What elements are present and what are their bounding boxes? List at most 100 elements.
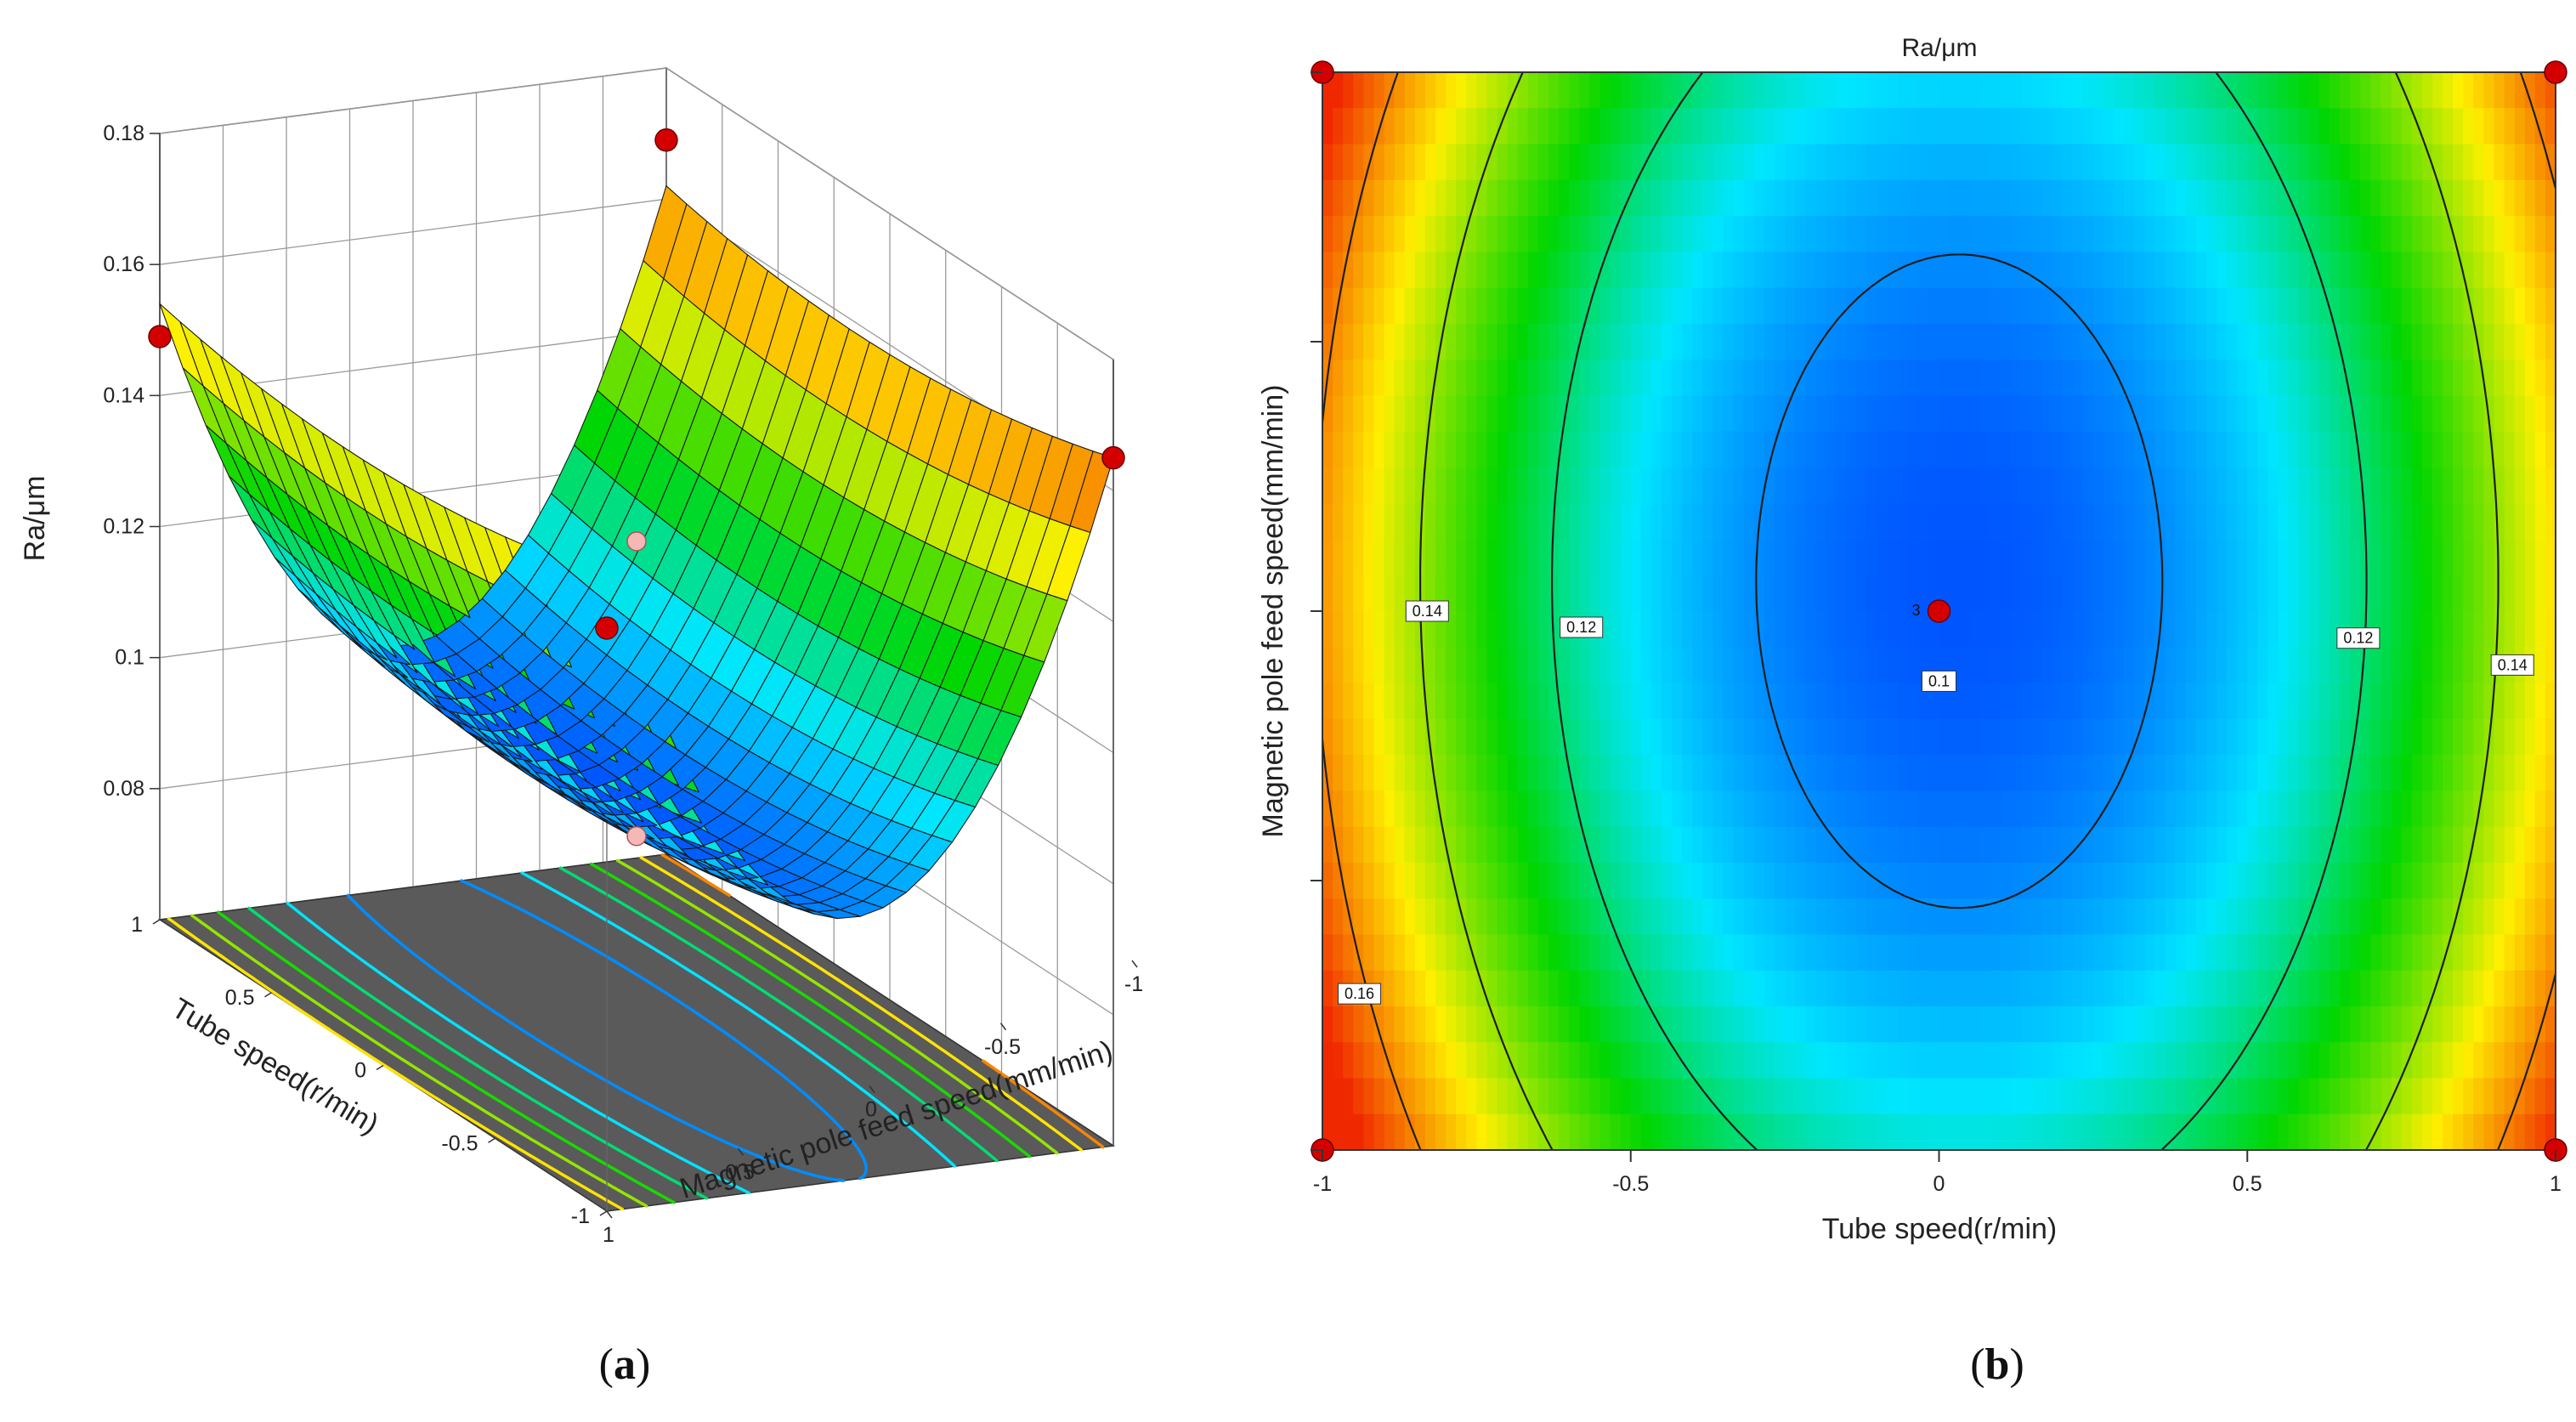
heatmap-cell (1990, 1042, 2001, 1079)
heatmap-cell (1446, 360, 1457, 397)
heatmap-cell (1733, 252, 1745, 289)
heatmap-cell (1815, 1006, 1827, 1043)
heatmap-cell (2463, 323, 2475, 360)
heatmap-cell (2421, 790, 2433, 828)
heatmap-cell (1424, 790, 1436, 828)
heatmap-cell (2308, 360, 2320, 397)
heatmap-cell (2453, 431, 2464, 468)
heatmap-cell (1466, 647, 1478, 684)
heatmap-cell (1702, 898, 1714, 936)
heatmap-cell (1424, 898, 1436, 936)
heatmap-cell (2514, 898, 2526, 936)
heatmap-cell (1424, 467, 1436, 504)
heatmap-cell (2103, 970, 2115, 1007)
heatmap-cell (1363, 575, 1375, 612)
heatmap-cell (2175, 647, 2187, 684)
heatmap-cell (1785, 1113, 1797, 1150)
heatmap-cell (2329, 575, 2341, 612)
heatmap-cell (2267, 970, 2279, 1007)
heatmap-cell (1723, 755, 1735, 792)
heatmap-cell (2216, 1078, 2228, 1115)
heatmap-cell (1713, 179, 1724, 217)
heatmap-cell (1877, 611, 1888, 649)
heatmap-cell (2092, 1113, 2104, 1150)
heatmap-cell (2011, 72, 2023, 110)
heatmap-cell (1949, 718, 1961, 756)
heatmap-cell (1497, 1113, 1509, 1150)
heatmap-cell (2463, 1042, 2475, 1079)
heatmap-cell (2370, 898, 2382, 936)
heatmap-cell (1394, 431, 1406, 468)
heatmap-cell (2031, 144, 2043, 181)
heatmap-cell (1640, 1113, 1652, 1150)
heatmap-cell (1589, 216, 1601, 253)
heatmap-cell (2114, 467, 2125, 504)
heatmap-cell (1466, 898, 1478, 936)
heatmap-cell (2114, 970, 2125, 1007)
heatmap-cell (1949, 1042, 1961, 1079)
heatmap-cell (1826, 611, 1837, 649)
heatmap-cell (1682, 395, 1694, 433)
heatmap-cell (2124, 1078, 2136, 1115)
heatmap-cell (2504, 395, 2516, 433)
heatmap-cell (1805, 395, 1817, 433)
heatmap-cell (2504, 1078, 2516, 1115)
heatmap-cell (1815, 826, 1827, 864)
heatmap-cell (1815, 287, 1827, 325)
heatmap-cell (2205, 647, 2217, 684)
heatmap-cell (2545, 144, 2556, 181)
heatmap-cell (2154, 1042, 2166, 1079)
heatmap-cell (1497, 898, 1509, 936)
heatmap-cell (2011, 934, 2023, 972)
heatmap-cell (1579, 1006, 1591, 1043)
heatmap-cell (1384, 216, 1396, 253)
heatmap-cell (1537, 287, 1549, 325)
heatmap-cell (1394, 790, 1406, 828)
heatmap-cell (1620, 287, 1632, 325)
x-tick-label: 0 (354, 1059, 366, 1083)
heatmap-cell (1486, 360, 1498, 397)
heatmap-cell (2165, 179, 2177, 217)
heatmap-cell (1979, 1006, 1991, 1043)
heatmap-cell (2237, 862, 2249, 899)
heatmap-cell (1579, 575, 1591, 612)
heatmap-cell (2205, 216, 2217, 253)
heatmap-cell (2534, 1078, 2546, 1115)
heatmap-cell (2257, 862, 2269, 899)
heatmap-cell (1877, 467, 1888, 504)
heatmap-cell (2524, 683, 2536, 720)
heatmap-cell (2278, 431, 2290, 468)
heatmap-cell (2257, 970, 2269, 1007)
heatmap-cell (2257, 144, 2269, 181)
heatmap-cell (1949, 431, 1961, 468)
heatmap-cell (1682, 431, 1694, 468)
heatmap-cell (2298, 179, 2310, 217)
heatmap-cell (1446, 1042, 1457, 1079)
heatmap-cell (2205, 323, 2217, 360)
heatmap-cell (2453, 216, 2464, 253)
heatmap-cell (2011, 826, 2023, 864)
heatmap-cell (2124, 360, 2136, 397)
heatmap-cell (1640, 647, 1652, 684)
heatmap-cell (1785, 252, 1797, 289)
heatmap-cell (1569, 395, 1581, 433)
heatmap-cell (2534, 755, 2546, 792)
heatmap-cell (1733, 216, 1745, 253)
heatmap-cell (2021, 1006, 2033, 1043)
heatmap-cell (2124, 431, 2136, 468)
heatmap-cell (2195, 395, 2207, 433)
heatmap-cell (2421, 1006, 2433, 1043)
heatmap-cell (2391, 611, 2403, 649)
heatmap-cell (2401, 1006, 2413, 1043)
heatmap-cell (1795, 970, 1807, 1007)
heatmap-cell (2052, 539, 2064, 576)
heatmap-cell (1424, 1078, 1436, 1115)
heatmap-cell (2237, 395, 2249, 433)
heatmap-cell (2453, 1042, 2464, 1079)
heatmap-cell (2011, 108, 2023, 145)
heatmap-cell (2216, 503, 2228, 541)
heatmap-cell (2340, 970, 2351, 1007)
heatmap-cell (2504, 431, 2516, 468)
heatmap-cell (2370, 179, 2382, 217)
heatmap-cell (2195, 611, 2207, 649)
